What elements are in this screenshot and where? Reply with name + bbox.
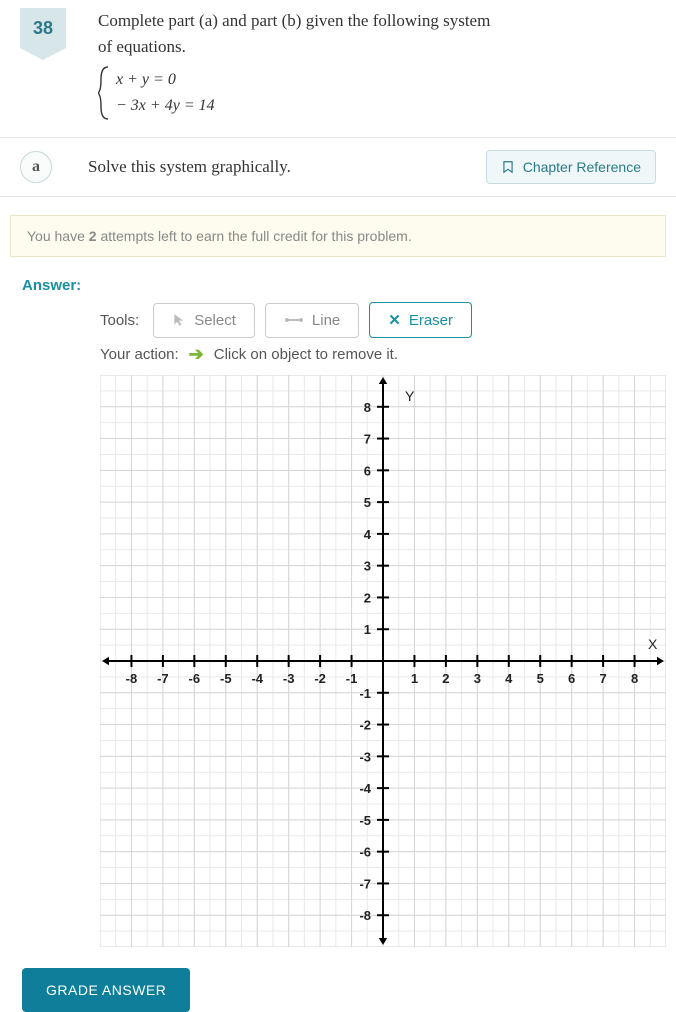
- svg-text:-5: -5: [220, 671, 232, 686]
- coordinate-graph[interactable]: -8 -7 -6 -5 -4 -3 -2 -1 1 2 3 4 5 6 7 8 -8 -7 -6 -5 -4 -3 -2 -1…: [100, 375, 666, 947]
- svg-text:8: 8: [364, 400, 371, 415]
- action-text: Click on object to remove it.: [214, 346, 398, 363]
- attempts-suffix: attempts left to earn the full credit fo…: [97, 228, 412, 244]
- tool-line-button[interactable]: Line: [265, 303, 359, 338]
- chapter-reference-label: Chapter Reference: [523, 159, 641, 175]
- tool-select-label: Select: [194, 312, 236, 329]
- svg-text:-7: -7: [359, 876, 371, 891]
- part-prompt: Solve this system graphically.: [88, 157, 486, 177]
- answer-label: Answer:: [22, 277, 81, 294]
- bookmark-icon: [501, 160, 515, 174]
- line-icon: [284, 315, 304, 325]
- attempts-count: 2: [89, 228, 97, 244]
- grade-answer-label: GRADE ANSWER: [46, 982, 166, 998]
- svg-text:1: 1: [411, 671, 418, 686]
- part-letter: a: [32, 158, 40, 176]
- svg-text:7: 7: [364, 432, 371, 447]
- svg-text:-2: -2: [359, 718, 371, 733]
- svg-text:-1: -1: [346, 671, 358, 686]
- x-icon: ✕: [388, 311, 401, 329]
- svg-text:-4: -4: [251, 671, 263, 686]
- tools-label: Tools:: [100, 312, 139, 329]
- part-letter-badge: a: [20, 151, 52, 183]
- svg-text:-6: -6: [359, 845, 371, 860]
- tool-eraser-button[interactable]: ✕ Eraser: [369, 302, 472, 338]
- svg-text:3: 3: [474, 671, 481, 686]
- svg-text:-3: -3: [283, 671, 295, 686]
- arrow-right-icon: ➔: [189, 344, 204, 365]
- svg-text:-3: -3: [359, 749, 371, 764]
- svg-text:3: 3: [364, 559, 371, 574]
- svg-text:4: 4: [364, 527, 372, 542]
- attempts-prefix: You have: [27, 228, 89, 244]
- svg-text:6: 6: [568, 671, 575, 686]
- svg-text:-2: -2: [314, 671, 326, 686]
- tool-line-label: Line: [312, 312, 340, 329]
- svg-text:Y: Y: [405, 388, 415, 404]
- question-number: 38: [33, 18, 53, 39]
- grade-answer-button[interactable]: GRADE ANSWER: [22, 968, 190, 1012]
- svg-text:5: 5: [537, 671, 544, 686]
- action-label: Your action:: [100, 346, 179, 363]
- svg-text:1: 1: [364, 622, 371, 637]
- svg-text:X: X: [648, 636, 658, 652]
- svg-text:2: 2: [442, 671, 449, 686]
- equation-system: x + y = 0 − 3x + 4y = 14: [98, 65, 676, 121]
- tool-select-button[interactable]: Select: [153, 303, 255, 338]
- svg-text:4: 4: [505, 671, 513, 686]
- svg-text:6: 6: [364, 463, 371, 478]
- tool-eraser-label: Eraser: [409, 312, 453, 329]
- svg-text:8: 8: [631, 671, 638, 686]
- svg-text:7: 7: [599, 671, 606, 686]
- equation-1: x + y = 0: [116, 67, 215, 93]
- svg-text:-4: -4: [359, 781, 371, 796]
- svg-text:2: 2: [364, 590, 371, 605]
- brace-icon: [98, 65, 110, 121]
- svg-text:-8: -8: [126, 671, 138, 686]
- question-prompt: Complete part (a) and part (b) given the…: [98, 8, 498, 59]
- svg-text:-1: -1: [359, 686, 371, 701]
- equation-2: − 3x + 4y = 14: [116, 93, 215, 119]
- attempts-notice: You have 2 attempts left to earn the ful…: [10, 215, 666, 257]
- svg-text:-8: -8: [359, 908, 371, 923]
- pointer-icon: [172, 313, 186, 327]
- svg-text:-6: -6: [189, 671, 201, 686]
- svg-text:-7: -7: [157, 671, 169, 686]
- chapter-reference-button[interactable]: Chapter Reference: [486, 150, 656, 184]
- question-number-badge: 38: [20, 8, 66, 48]
- svg-text:5: 5: [364, 495, 371, 510]
- svg-text:-5: -5: [359, 813, 371, 828]
